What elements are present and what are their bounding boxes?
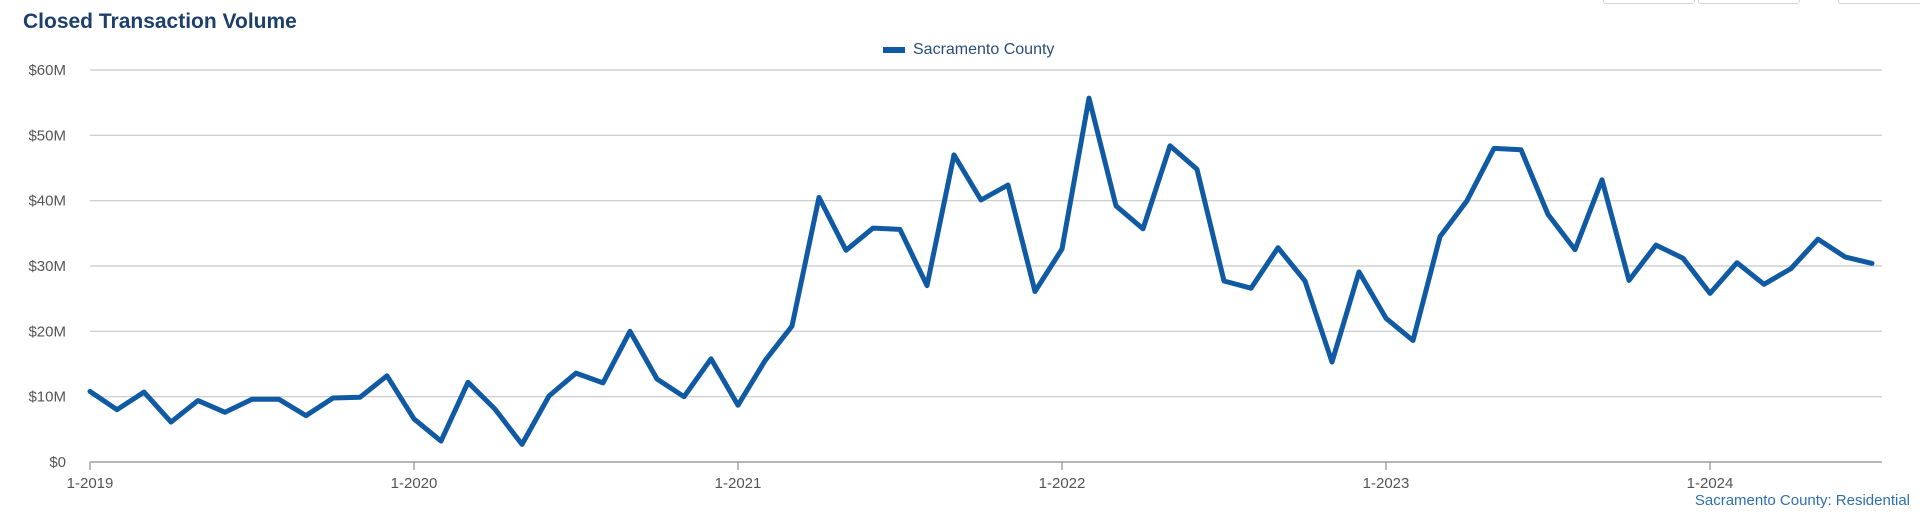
x-tick-label: 1-2022 [1039, 475, 1086, 492]
source-label: Sacramento County: Residential [1694, 492, 1910, 509]
toolbar-button-1[interactable] [1603, 0, 1695, 4]
y-tick-label: $40M [28, 193, 66, 210]
series-line-sacramento-county [87, 95, 1875, 447]
y-tick-label: $0 [49, 454, 66, 471]
y-tick-label: $30M [28, 258, 66, 275]
x-tick-label: 1-2019 [67, 475, 114, 492]
y-tick-label: $20M [28, 323, 66, 340]
x-tick-label: 1-2021 [715, 475, 762, 492]
toolbar-button-3[interactable] [1838, 0, 1920, 4]
y-tick-label: $60M [28, 62, 66, 79]
legend-item[interactable]: Sacramento County [883, 41, 1054, 59]
legend-swatch [883, 47, 905, 53]
legend-label: Sacramento County [913, 41, 1055, 58]
toolbar-button-2[interactable] [1698, 0, 1800, 4]
chart-title: Closed Transaction Volume [23, 10, 297, 33]
y-tick-label: $50M [28, 127, 66, 144]
x-tick-label: 1-2024 [1687, 475, 1734, 492]
x-tick-label: 1-2020 [391, 475, 438, 492]
y-tick-label: $10M [28, 389, 66, 406]
x-tick-label: 1-2023 [1363, 475, 1410, 492]
